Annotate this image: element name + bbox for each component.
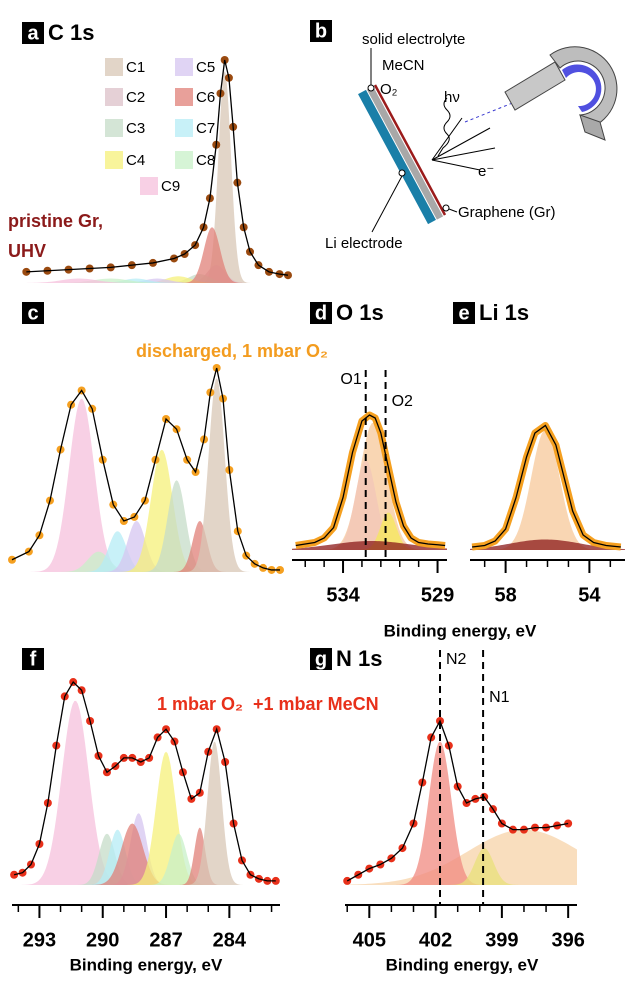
legend-label: C4: [126, 152, 145, 169]
electron-path: [465, 102, 515, 122]
legend-label: C8: [196, 152, 215, 169]
panel-label: b: [315, 20, 327, 42]
legend-swatch: [105, 151, 123, 169]
x-tick-label: 287: [149, 929, 182, 951]
annotation: discharged, 1 mbar O₂: [136, 341, 328, 361]
x-tick-label: 405: [353, 929, 386, 951]
diagram-label: e⁻: [478, 163, 494, 180]
x-axis-label: Binding energy, eV: [70, 955, 223, 974]
marker-label: O1: [340, 371, 361, 388]
x-axis-label: Binding energy, eV: [386, 955, 539, 974]
legend-label: C2: [126, 89, 145, 106]
diagram-label: Li electrode: [325, 235, 403, 252]
legend-label: C3: [126, 120, 145, 137]
x-tick-label: 293: [23, 929, 56, 951]
annotation: 1 mbar O₂ +1 mbar MeCN: [157, 694, 379, 714]
legend-swatch: [105, 88, 123, 106]
x-tick-label: 529: [421, 584, 454, 606]
diagram-label: hν: [444, 89, 460, 106]
legend-swatch: [105, 58, 123, 76]
panel-label: c: [27, 302, 38, 324]
legend-swatch: [175, 58, 193, 76]
x-tick-label: 290: [86, 929, 119, 951]
photon-wave: [438, 98, 450, 156]
fit-envelope: [26, 60, 288, 275]
x-tick-label: 534: [326, 584, 360, 606]
annotation: pristine Gr,: [8, 211, 103, 231]
analyzer: [505, 47, 617, 140]
diagram-b: b solid electrolyte MeCN O₂ hν e⁻ Graphe…: [310, 20, 617, 252]
x-tick-label: 399: [485, 929, 518, 951]
legend-swatch: [105, 119, 123, 137]
leader-line: [372, 176, 402, 232]
x-tick-label: 402: [419, 929, 452, 951]
panel-title: C 1s: [48, 20, 94, 45]
legend-swatch: [175, 119, 193, 137]
legend-label: C6: [196, 89, 215, 106]
panel-label: a: [27, 22, 39, 44]
graphene: [375, 85, 445, 215]
legend-swatch: [140, 177, 158, 195]
x-tick-label: 54: [578, 584, 601, 606]
diagram-label: solid electrolyte: [362, 31, 465, 48]
pointer-dot: [399, 170, 405, 176]
marker-label: N1: [489, 689, 510, 706]
panel-label: f: [30, 648, 37, 670]
x-tick-label: 284: [213, 929, 247, 951]
panel-title: O 1s: [336, 300, 384, 325]
pointer-dot: [368, 85, 374, 91]
x-tick-label: 396: [551, 929, 584, 951]
pointer-dot: [443, 205, 449, 211]
diagram-label: Graphene (Gr): [458, 204, 556, 221]
panel-label: e: [458, 302, 469, 324]
panel-title: Li 1s: [479, 300, 529, 325]
x-axis-label: Binding energy, eV: [384, 621, 537, 640]
x-tick-label: 58: [494, 584, 516, 606]
figure: b solid electrolyte MeCN O₂ hν e⁻ Graphe…: [0, 0, 627, 978]
marker-label: N2: [446, 651, 467, 668]
legend-label: C1: [126, 59, 145, 76]
legend-swatch: [175, 151, 193, 169]
diagram-label: MeCN: [382, 57, 425, 74]
panel-title: N 1s: [336, 646, 382, 671]
legend-label: C9: [161, 178, 180, 195]
component-peak: [470, 430, 625, 550]
marker-label: O2: [392, 393, 413, 410]
leader-line: [449, 209, 457, 212]
legend-swatch: [175, 88, 193, 106]
li-electrode: [362, 92, 432, 222]
panel-label: g: [315, 648, 327, 670]
legend-label: C5: [196, 59, 215, 76]
legend-label: C7: [196, 120, 215, 137]
panel-label: d: [315, 302, 327, 324]
diagram-label: O₂: [380, 81, 398, 98]
annotation: UHV: [8, 241, 46, 261]
solid-electrolyte: [370, 88, 440, 218]
